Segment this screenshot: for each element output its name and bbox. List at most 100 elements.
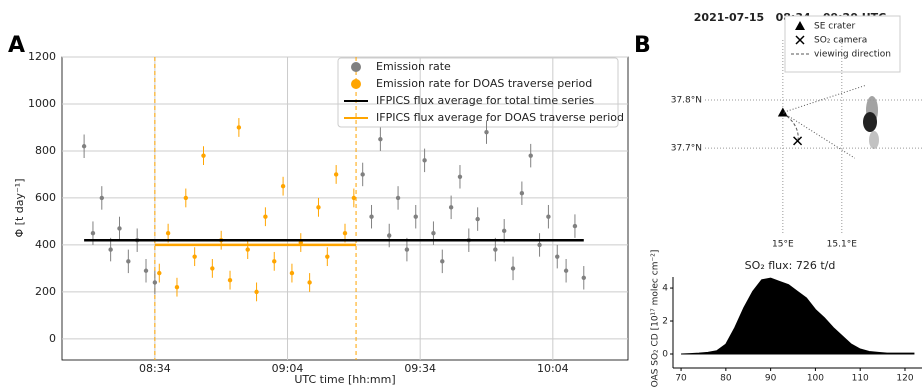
data-point xyxy=(520,191,524,195)
data-point xyxy=(582,276,586,280)
x-tick-label: 09:34 xyxy=(404,362,436,375)
data-point xyxy=(237,125,241,129)
data-point xyxy=(254,290,258,294)
data-point xyxy=(144,269,148,273)
y-tick-label: 1000 xyxy=(28,97,56,110)
data-point xyxy=(352,196,356,200)
data-point xyxy=(108,247,112,251)
data-point xyxy=(343,231,347,235)
data-point xyxy=(316,205,320,209)
legend-label: SE crater xyxy=(814,22,855,32)
data-point xyxy=(369,215,373,219)
data-point xyxy=(210,266,214,270)
x-tick-label: 15°E xyxy=(772,240,794,250)
legend-label: Emission rate for DOAS traverse period xyxy=(376,77,592,90)
y-tick-label: 200 xyxy=(35,285,56,298)
viewing-direction xyxy=(783,86,865,159)
y-tick-label: 1200 xyxy=(28,50,56,63)
data-point xyxy=(537,243,541,247)
data-point xyxy=(414,215,418,219)
data-point xyxy=(307,280,311,284)
x-tick-label: 10:04 xyxy=(537,362,569,375)
data-point xyxy=(100,196,104,200)
y-tick-label: 0 xyxy=(662,349,668,359)
x-tick-label: 70 xyxy=(675,374,687,384)
camera-link xyxy=(783,113,798,141)
data-point xyxy=(334,172,338,176)
legend-swatch xyxy=(351,79,361,89)
data-point xyxy=(546,215,550,219)
data-point xyxy=(246,247,250,251)
figure: A B UTC time [hh:mm] Φ [t day⁻¹] 2021-07… xyxy=(0,0,922,388)
x-tick-label: 100 xyxy=(807,374,824,384)
x-tick-label: 09:04 xyxy=(272,362,304,375)
x-tick-label: 80 xyxy=(720,374,732,384)
data-point xyxy=(493,247,497,251)
data-point xyxy=(184,196,188,200)
data-point xyxy=(502,229,506,233)
x-tick-label: 15.1°E xyxy=(827,240,858,250)
flux-title: SO₂ flux: 726 t/d xyxy=(745,259,836,272)
data-point xyxy=(449,205,453,209)
data-point xyxy=(475,217,479,221)
y-tick-label: 400 xyxy=(35,238,56,251)
data-point xyxy=(555,254,559,258)
data-point xyxy=(117,226,121,230)
data-point xyxy=(201,153,205,157)
map-marker xyxy=(794,137,802,145)
data-point xyxy=(440,259,444,263)
y-tick-label: 37.8°N xyxy=(671,96,702,106)
legend-label: viewing direction xyxy=(814,50,891,60)
data-point xyxy=(405,247,409,251)
data-point xyxy=(360,172,364,176)
legend-label: Emission rate xyxy=(376,60,451,73)
data-point xyxy=(290,271,294,275)
x-tick-label: 120 xyxy=(896,374,913,384)
y-axis-label: Φ [t day⁻¹] xyxy=(13,179,26,238)
x-tick-label: 90 xyxy=(765,374,777,384)
data-point xyxy=(272,259,276,263)
y-tick-label: 600 xyxy=(35,191,56,204)
data-point xyxy=(396,196,400,200)
flux-area xyxy=(681,278,914,354)
x-tick-label: 08:34 xyxy=(139,362,171,375)
data-point xyxy=(192,254,196,258)
data-point xyxy=(422,158,426,162)
data-point xyxy=(431,231,435,235)
panel-label: B xyxy=(634,33,651,58)
data-point xyxy=(325,254,329,258)
data-point xyxy=(91,231,95,235)
x-tick-label: 110 xyxy=(852,374,869,384)
data-point xyxy=(175,285,179,289)
legend-label: SO₂ camera xyxy=(814,36,867,46)
data-point xyxy=(484,130,488,134)
data-point xyxy=(82,144,86,148)
y-axis-label: DOAS SO₂ CD [10¹⁷ molec cm⁻²] xyxy=(651,250,661,388)
y-tick-label: 0 xyxy=(49,332,56,345)
plume xyxy=(863,96,879,149)
data-point xyxy=(378,137,382,141)
y-tick-label: 37.7°N xyxy=(671,144,702,154)
legend-label: IFPICS flux average for DOAS traverse pe… xyxy=(376,111,624,124)
data-point xyxy=(166,231,170,235)
x-axis-label: UTC time [hh:mm] xyxy=(294,373,395,386)
data-point xyxy=(511,266,515,270)
data-point xyxy=(387,233,391,237)
data-point xyxy=(228,278,232,282)
legend-swatch xyxy=(351,62,361,72)
data-point xyxy=(564,269,568,273)
data-point xyxy=(126,259,130,263)
data-point xyxy=(573,224,577,228)
data-point xyxy=(157,271,161,275)
legend-label: IFPICS flux average for total time serie… xyxy=(376,94,595,107)
data-point xyxy=(281,184,285,188)
page: A B UTC time [hh:mm] Φ [t day⁻¹] 2021-07… xyxy=(0,0,922,388)
data-point xyxy=(458,175,462,179)
data-point xyxy=(263,215,267,219)
panel-label: A xyxy=(8,33,25,58)
data-point xyxy=(529,153,533,157)
y-tick-label: 800 xyxy=(35,144,56,157)
data-point xyxy=(153,280,157,284)
y-tick-label: 4 xyxy=(662,284,668,294)
y-tick-label: 2 xyxy=(662,317,668,327)
